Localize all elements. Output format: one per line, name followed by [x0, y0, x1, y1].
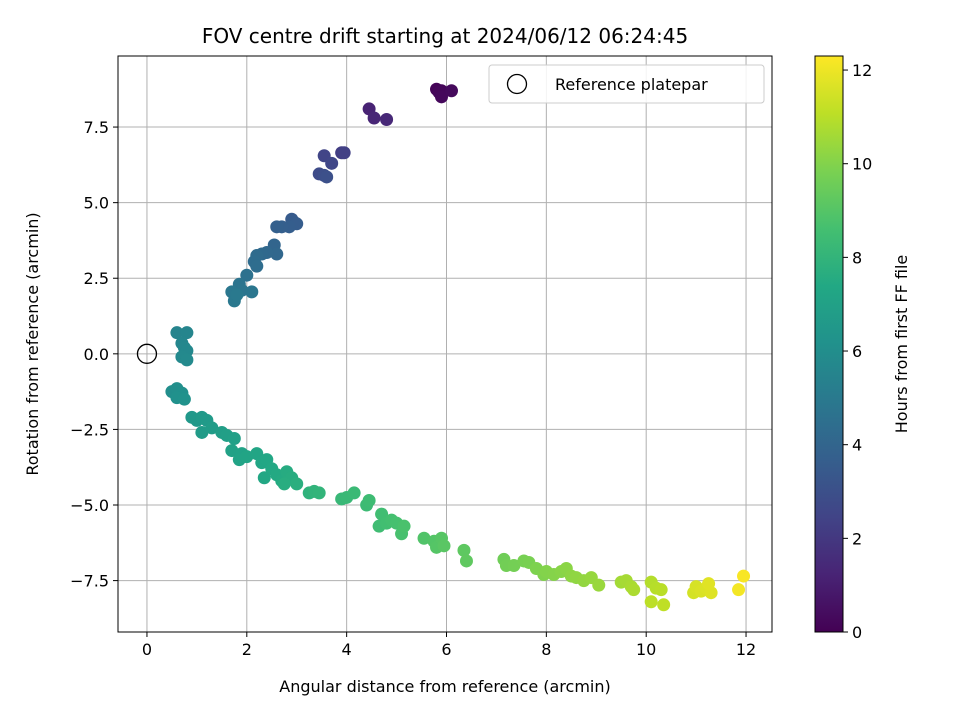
scatter-point [507, 558, 521, 572]
colorbar-label: Hours from first FF file [892, 255, 911, 434]
colorbar: 0 2 4 6 8 10 12 Hours from first FF file [814, 55, 911, 642]
grid-lines [118, 56, 772, 632]
legend-entry-reference: Reference platepar [555, 75, 708, 94]
colorbar-tick-label: 4 [852, 436, 862, 455]
scatter-point [312, 486, 326, 500]
scatter-point [180, 326, 194, 340]
scatter-point [737, 569, 751, 583]
scatter-point [644, 595, 658, 609]
legend-reference-marker [506, 73, 528, 95]
colorbar-frame [814, 55, 844, 633]
scatter-point [225, 444, 239, 458]
scatter-point [240, 450, 254, 464]
scatter-point [227, 431, 241, 445]
colorbar-tick-label: 6 [852, 342, 862, 361]
scatter-point [277, 477, 291, 491]
scatter-point [240, 268, 254, 282]
scatter-point [457, 543, 471, 557]
scatter-point [654, 583, 668, 597]
scatter-point [177, 392, 191, 406]
x-axis-label: Angular distance from reference (arcmin) [279, 677, 610, 696]
scatter-point [380, 112, 394, 126]
y-tick-label: 5.0 [84, 194, 109, 213]
x-tick-label: 4 [342, 640, 352, 659]
x-tick-label: 8 [541, 640, 551, 659]
scatter-point [459, 554, 473, 568]
y-tick-label: 0.0 [84, 345, 109, 364]
y-tick-label: 2.5 [84, 269, 109, 288]
x-tick-label: 2 [242, 640, 252, 659]
scatter-point [250, 259, 264, 273]
x-tick-label: 0 [142, 640, 152, 659]
scatter-point [320, 170, 334, 184]
scatter-point [195, 425, 209, 439]
scatter-point [702, 577, 716, 591]
scatter-point [444, 84, 458, 98]
colorbar-tick-label: 12 [852, 61, 872, 80]
y-axis-label: Rotation from reference (arcmin) [23, 212, 42, 475]
colorbar-tick-label: 2 [852, 529, 862, 548]
colorbar-tick-label: 0 [852, 623, 862, 642]
scatter-point [417, 531, 431, 545]
legend-box [488, 64, 765, 104]
scatter-point [170, 326, 184, 340]
y-tick-label: −2.5 [70, 420, 109, 439]
scatter-point [270, 247, 284, 261]
scatter-point [290, 477, 304, 491]
x-tick-label: 12 [736, 640, 756, 659]
scatter-point [270, 220, 284, 234]
scatter-point [205, 421, 219, 435]
scatter-point [180, 353, 194, 367]
scatter-point [230, 288, 244, 302]
y-tick-label: 7.5 [84, 118, 109, 137]
scatter-point [367, 111, 381, 125]
scatter-point [362, 493, 376, 507]
scatter-point [257, 471, 271, 485]
plot-frame [117, 55, 773, 633]
legend: Reference platepar [488, 64, 765, 104]
scatter-point [337, 146, 351, 160]
scatter-point [627, 583, 641, 597]
scatter-point [732, 583, 746, 597]
scatter-point [325, 156, 339, 170]
scatter-point [245, 285, 259, 299]
colorbar-ticks: 0 2 4 6 8 10 12 [843, 61, 872, 642]
scatter-point [347, 486, 361, 500]
y-axis-ticks: −7.5 −5.0 −2.5 0.0 2.5 5.0 7.5 [70, 118, 118, 591]
scatter-point [657, 598, 671, 612]
reference-marker-layer [136, 343, 158, 364]
scatter-point [592, 578, 606, 592]
colorbar-tick-label: 10 [852, 155, 872, 174]
colorbar-gradient [815, 56, 843, 632]
scatter-point [437, 539, 451, 553]
colorbar-tick-label: 8 [852, 248, 862, 267]
scatter-point [397, 519, 411, 533]
reference-marker [136, 343, 158, 364]
chart-title: FOV centre drift starting at 2024/06/12 … [202, 24, 688, 48]
y-tick-label: −7.5 [70, 572, 109, 591]
x-tick-label: 10 [636, 640, 656, 659]
x-tick-label: 6 [441, 640, 451, 659]
y-tick-label: −5.0 [70, 496, 109, 515]
scatter-point [435, 90, 449, 104]
scatter-points [165, 82, 751, 612]
x-axis-ticks: 0 2 4 6 8 10 12 [142, 632, 756, 659]
